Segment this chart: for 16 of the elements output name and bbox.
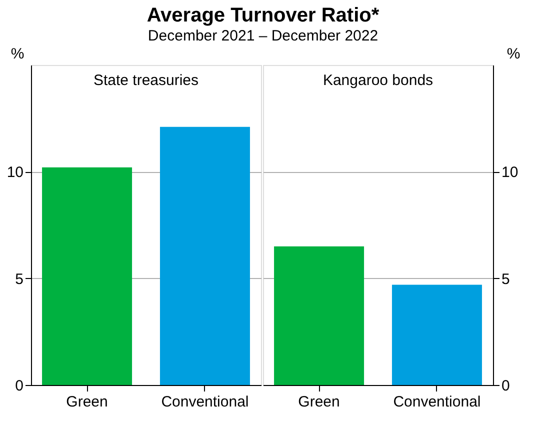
x-tick-label: Conventional (393, 394, 481, 410)
chart-title: Average Turnover Ratio* (146, 4, 380, 26)
chart-subtitle: December 2021 – December 2022 (148, 28, 378, 44)
y2-tick-label: 0 (502, 378, 510, 394)
x-tick-label: Green (298, 394, 340, 410)
annotation: State treasuries (93, 72, 199, 89)
y2-tick-label: 5 (502, 270, 510, 288)
y-axis-title: % (10, 46, 24, 62)
x-tick-label: Conventional (161, 394, 249, 410)
x-tick-label: Green (66, 394, 108, 410)
annotation: Kangaroo bonds (322, 72, 434, 89)
y2-tick-label: 10 (502, 164, 518, 182)
y-tick-label: 5 (15, 270, 24, 288)
y-tick-label: 0 (15, 378, 24, 394)
y2-axis-title: % (506, 46, 520, 62)
y-tick-label: 10 (6, 164, 24, 182)
